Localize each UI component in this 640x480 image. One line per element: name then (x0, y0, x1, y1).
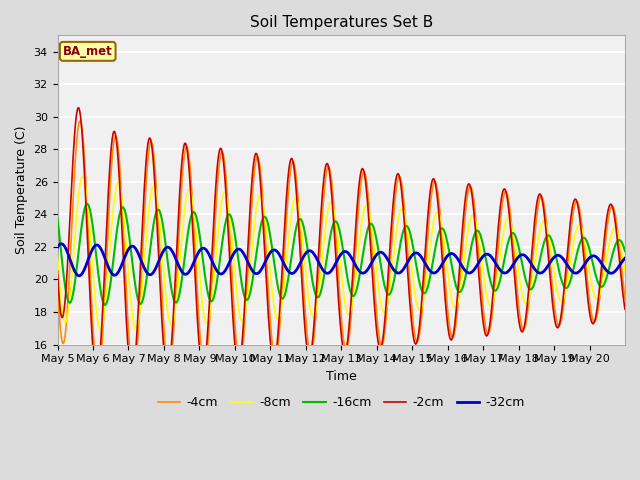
Text: BA_met: BA_met (63, 45, 113, 58)
-2cm (401, 233, 409, 239)
-8cm (122, 234, 129, 240)
-32cm (75, 273, 83, 279)
-16cm (276, 291, 284, 297)
-2cm (74, 105, 82, 110)
Legend: -4cm, -8cm, -16cm, -2cm, -32cm: -4cm, -8cm, -16cm, -2cm, -32cm (153, 391, 530, 414)
-16cm (433, 237, 441, 242)
-4cm (621, 296, 629, 301)
-2cm (121, 288, 129, 294)
-2cm (433, 192, 441, 198)
Title: Soil Temperatures Set B: Soil Temperatures Set B (250, 15, 433, 30)
-8cm (276, 313, 284, 319)
X-axis label: Time: Time (326, 370, 356, 383)
-32cm (54, 244, 61, 250)
-16cm (226, 212, 234, 217)
-16cm (101, 302, 109, 308)
-8cm (401, 215, 409, 220)
-4cm (76, 118, 84, 124)
-16cm (401, 224, 409, 229)
-16cm (621, 248, 629, 254)
-32cm (276, 252, 284, 258)
-4cm (401, 215, 409, 221)
-2cm (276, 311, 284, 316)
-4cm (276, 328, 284, 334)
-2cm (54, 268, 61, 274)
-16cm (54, 216, 61, 221)
-8cm (79, 173, 86, 179)
-8cm (254, 196, 262, 202)
-4cm (254, 154, 262, 160)
-2cm (254, 156, 262, 162)
-32cm (254, 270, 262, 276)
-8cm (433, 209, 441, 215)
-2cm (621, 306, 629, 312)
-16cm (254, 239, 262, 244)
-32cm (58, 241, 65, 247)
-16cm (83, 201, 91, 207)
Y-axis label: Soil Temperature (C): Soil Temperature (C) (15, 126, 28, 254)
Line: -4cm: -4cm (58, 121, 625, 373)
-8cm (97, 327, 104, 333)
-32cm (226, 258, 234, 264)
-32cm (401, 264, 409, 269)
-2cm (129, 373, 136, 379)
-8cm (621, 268, 629, 274)
-8cm (54, 253, 61, 259)
Line: -2cm: -2cm (58, 108, 625, 376)
Line: -32cm: -32cm (58, 244, 625, 276)
Line: -8cm: -8cm (58, 176, 625, 330)
-32cm (122, 252, 129, 258)
-4cm (122, 274, 129, 280)
-8cm (226, 216, 234, 222)
-32cm (433, 268, 441, 274)
-2cm (226, 262, 234, 267)
-16cm (122, 211, 129, 216)
Line: -16cm: -16cm (58, 204, 625, 305)
-4cm (433, 185, 441, 191)
-4cm (94, 371, 102, 376)
-4cm (54, 279, 61, 285)
-32cm (621, 255, 629, 261)
-4cm (226, 235, 234, 241)
